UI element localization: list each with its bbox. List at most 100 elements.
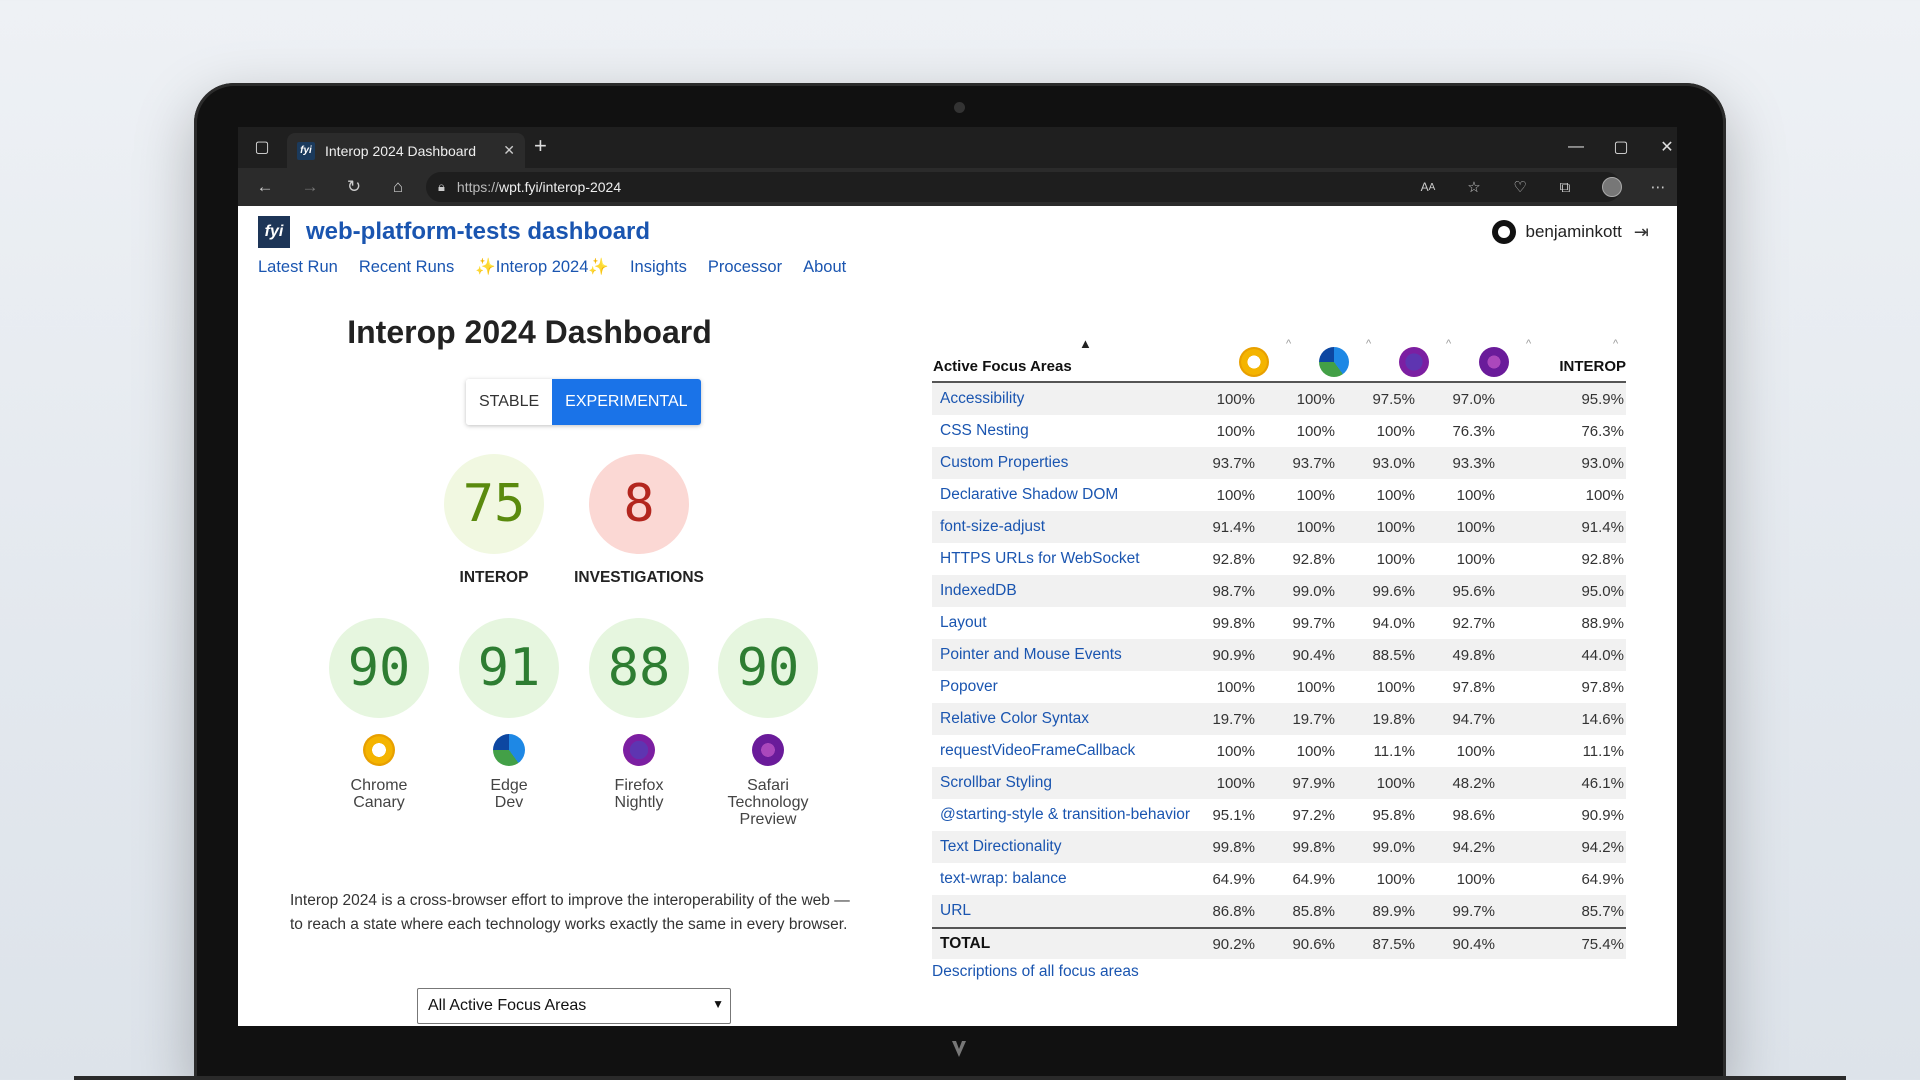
username[interactable]: benjaminkott (1525, 222, 1622, 241)
browser-essentials-icon[interactable]: ♡ (1513, 179, 1527, 196)
score-safari: 100% (1456, 486, 1495, 504)
new-tab-icon[interactable]: + (534, 133, 547, 158)
focus-area-link[interactable]: Layout (940, 614, 987, 631)
focus-area-link[interactable]: Declarative Shadow DOM (940, 486, 1119, 503)
safari-column-icon[interactable] (1479, 347, 1509, 377)
score-edge: 64.9% (1292, 870, 1335, 888)
home-icon[interactable]: ⌂ (392, 177, 404, 196)
score-chrome: 93.7% (1212, 454, 1255, 472)
focus-area-link[interactable]: Text Directionality (940, 838, 1062, 855)
lock-icon[interactable]: 🔒︎ (438, 179, 445, 194)
score-edge: 99.8% (1292, 838, 1335, 856)
nav-insights[interactable]: Insights (629, 258, 687, 276)
sort-icon[interactable]: ^ (1286, 338, 1292, 350)
focus-areas-header[interactable]: Active Focus Areas (933, 358, 1072, 375)
logout-icon[interactable]: ⇥ (1633, 221, 1649, 242)
score-firefox: 100% (1376, 774, 1415, 792)
score-safari: 98.6% (1452, 806, 1495, 824)
nav-about[interactable]: About (803, 258, 847, 276)
score-safari: 76.3% (1452, 422, 1495, 440)
interop-label: INTEROP (459, 569, 529, 586)
focus-area-link[interactable]: Custom Properties (940, 454, 1069, 471)
chrome-column-icon[interactable] (1239, 347, 1269, 377)
score-firefox: 100% (1376, 550, 1415, 568)
nav-recent-runs[interactable]: Recent Runs (358, 258, 455, 276)
score-firefox: 99.6% (1372, 582, 1415, 600)
interop-header[interactable]: INTEROP (1559, 358, 1626, 375)
score-edge: 93.7% (1292, 454, 1335, 472)
github-icon (1491, 220, 1516, 244)
score-firefox: 19.8% (1372, 710, 1415, 728)
table-row: Declarative Shadow DOM 100% 100% 100% 100% 10… (932, 479, 1626, 511)
experimental-button[interactable]: EXPERIMENTAL (552, 379, 701, 425)
focus-area-link[interactable]: font-size-adjust (940, 518, 1046, 535)
focus-area-link[interactable]: IndexedDB (940, 582, 1017, 599)
focus-area-link[interactable]: text-wrap: balance (940, 870, 1067, 887)
focus-area-link[interactable]: @starting-style & transition-behavior (940, 806, 1191, 823)
table-header: Active Focus Areas ▲ ^ ^ ^ ^ INTEROP ^ (932, 336, 1626, 383)
score-chrome: 100% (1216, 678, 1255, 696)
maximize-icon[interactable]: ▢ (1613, 139, 1629, 156)
focus-area-link[interactable]: Popover (940, 678, 998, 695)
score-safari: 100% (1456, 550, 1495, 568)
score-edge: 19.7% (1292, 710, 1335, 728)
nav-interop-2024[interactable]: ✨Interop 2024✨ (475, 258, 609, 276)
tab-bar: ▢ fyi Interop 2024 Dashboard ✕ + — ▢ ✕ (238, 127, 1677, 168)
focus-area-link[interactable]: requestVideoFrameCallback (940, 742, 1136, 759)
interop-score: 75 (444, 454, 544, 554)
score-firefox: 88.5% (1372, 646, 1415, 664)
sort-icon[interactable]: ^ (1526, 338, 1532, 350)
score-chrome: 95.1% (1212, 806, 1255, 824)
edge-column-icon[interactable] (1319, 347, 1349, 377)
profile-icon[interactable] (1600, 175, 1624, 199)
focus-area-link[interactable]: Accessibility (940, 390, 1025, 407)
focus-area-select[interactable]: All Active Focus Areas ▼ (417, 988, 731, 1024)
site-brand[interactable]: fyi web-platform-tests dashboard (258, 216, 650, 248)
focus-area-link[interactable]: Relative Color Syntax (940, 710, 1090, 727)
firefox-column-icon[interactable] (1399, 347, 1429, 377)
sort-icon[interactable]: ^ (1366, 338, 1372, 350)
nav-processor[interactable]: Processor (707, 258, 783, 276)
extensions-icon[interactable]: ⧉ (1559, 178, 1571, 196)
tab-title: Interop 2024 Dashboard (325, 142, 476, 159)
focus-area-link[interactable]: HTTPS URLs for WebSocket (940, 550, 1140, 567)
score-interop: 95.9% (1581, 390, 1624, 408)
table-row: URL 86.8% 85.8% 89.9% 99.7% 85.7% (932, 895, 1626, 927)
sort-icon[interactable]: ^ (1613, 338, 1619, 350)
score-firefox: 100% (1376, 870, 1415, 888)
table-row: IndexedDB 98.7% 99.0% 99.6% 95.6% 95.0% (932, 575, 1626, 607)
site-title[interactable]: web-platform-tests dashboard (306, 218, 651, 245)
focus-area-link[interactable]: URL (940, 902, 972, 919)
score-edge: 90.4% (1292, 646, 1335, 664)
total-safari: 90.4% (1452, 935, 1495, 953)
window-close-icon[interactable]: ✕ (1660, 139, 1674, 156)
back-icon[interactable]: ← (256, 177, 274, 196)
stable-button[interactable]: STABLE (466, 379, 553, 425)
laptop-logo-icon (948, 1038, 970, 1060)
favorites-icon[interactable]: ☆ (1467, 179, 1481, 196)
more-menu-icon[interactable]: ⋯ (1650, 179, 1666, 196)
forward-icon[interactable]: → (301, 177, 319, 196)
close-tab-icon[interactable]: ✕ (503, 142, 515, 158)
score-interop: 46.1% (1581, 774, 1624, 792)
browser-tab[interactable]: fyi Interop 2024 Dashboard ✕ (287, 133, 525, 168)
focus-area-link[interactable]: Pointer and Mouse Events (940, 646, 1122, 663)
address-bar[interactable]: 🔒︎ https://wpt.fyi/interop-2024 (426, 172, 1621, 202)
minimize-icon[interactable]: — (1568, 138, 1584, 155)
investigations-score: 8 (589, 454, 689, 554)
sort-asc-icon[interactable]: ▲ (1079, 336, 1092, 351)
descriptions-link[interactable]: Descriptions of all focus areas (932, 963, 1139, 980)
focus-area-link[interactable]: CSS Nesting (940, 422, 1029, 439)
reload-icon[interactable]: ↻ (346, 177, 362, 196)
focus-area-link[interactable]: Scrollbar Styling (940, 774, 1052, 791)
nav-latest-run[interactable]: Latest Run (258, 258, 338, 276)
sort-icon[interactable]: ^ (1446, 338, 1452, 350)
score-interop: 95.0% (1581, 582, 1624, 600)
screen: ▢ fyi Interop 2024 Dashboard ✕ + — ▢ ✕ ←… (238, 127, 1677, 1026)
tab-actions-icon[interactable]: ▢ (254, 139, 270, 156)
table-row: CSS Nesting 100% 100% 100% 76.3% 76.3% (932, 415, 1626, 447)
score-interop: 93.0% (1581, 454, 1624, 472)
total-label: TOTAL (940, 935, 991, 952)
table-body: Accessibility 100% 100% 97.5% 97.0% 95.9% CSS … (932, 383, 1626, 927)
